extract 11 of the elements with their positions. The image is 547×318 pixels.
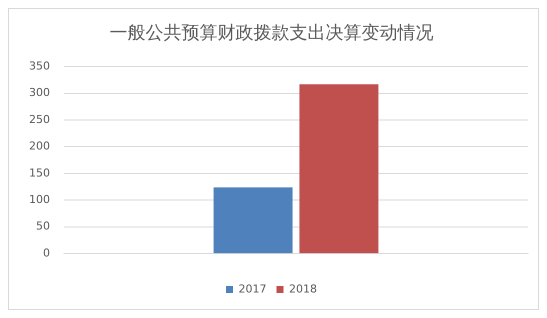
y-tick-label: 50 (36, 220, 50, 233)
legend-label: 2018 (289, 282, 317, 296)
y-tick-label: 350 (28, 59, 50, 72)
y-tick-label: 100 (28, 193, 50, 206)
y-tick-label: 250 (28, 112, 50, 126)
legend-label: 2017 (238, 282, 267, 296)
y-tick-label: 150 (28, 166, 50, 180)
y-tick-label: 0 (42, 246, 50, 260)
chart-title: 一般公共预算财政拨款支出决算变动情况 (110, 22, 434, 44)
y-tick-label: 200 (28, 140, 50, 153)
y-tick-label: 300 (28, 86, 50, 100)
